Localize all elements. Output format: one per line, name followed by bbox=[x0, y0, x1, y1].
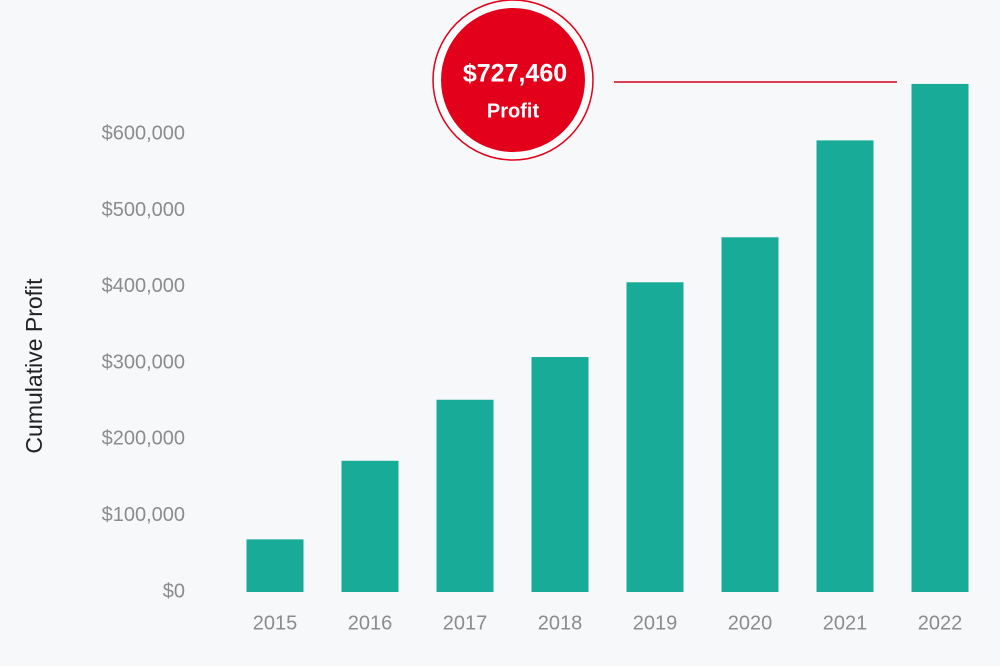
x-tick-label: 2018 bbox=[538, 612, 583, 634]
y-tick-label: $200,000 bbox=[102, 428, 185, 450]
bar bbox=[341, 460, 399, 592]
y-tick-label: $500,000 bbox=[102, 199, 185, 221]
x-tick-label: 2017 bbox=[443, 612, 488, 634]
x-tick-label: 2022 bbox=[918, 612, 963, 634]
y-tick-label: $300,000 bbox=[102, 351, 185, 373]
annotation-badge bbox=[441, 8, 585, 152]
x-tick-label: 2016 bbox=[348, 612, 393, 634]
annotation-label: Profit bbox=[487, 100, 540, 122]
x-tick-label: 2019 bbox=[633, 612, 678, 634]
bar bbox=[626, 282, 684, 592]
x-tick-label: 2020 bbox=[728, 612, 773, 634]
y-tick-label: $0 bbox=[163, 580, 185, 602]
bar bbox=[531, 357, 589, 592]
annotation-value: $727,460 bbox=[463, 60, 567, 88]
x-tick-label: 2015 bbox=[253, 612, 298, 634]
bar bbox=[911, 83, 969, 593]
x-tick-label: 2021 bbox=[823, 612, 868, 634]
y-tick-label: $400,000 bbox=[102, 275, 185, 297]
bar bbox=[816, 140, 874, 593]
y-axis-label: Cumulative Profit bbox=[21, 278, 47, 454]
bar bbox=[436, 399, 494, 592]
y-tick-label: $100,000 bbox=[102, 504, 185, 526]
y-tick-label: $600,000 bbox=[102, 123, 185, 145]
bar bbox=[721, 237, 779, 592]
bar bbox=[246, 539, 304, 592]
